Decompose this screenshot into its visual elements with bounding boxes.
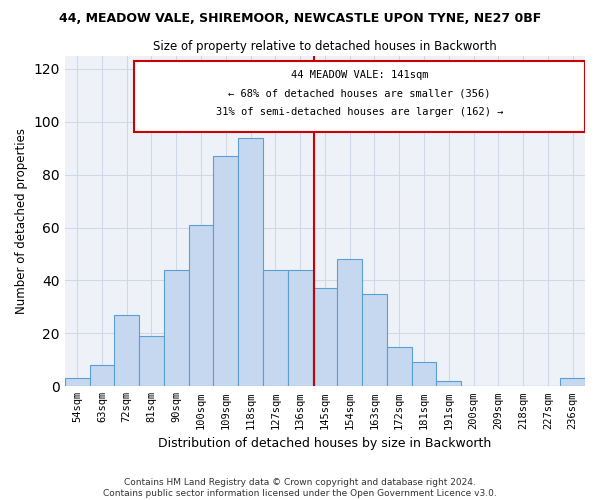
Bar (115, 315, 139, 386)
Text: 44, MEADOW VALE, SHIREMOOR, NEWCASTLE UPON TYNE, NE27 0BF: 44, MEADOW VALE, SHIREMOOR, NEWCASTLE UP… (59, 12, 541, 26)
Bar (188, 225, 214, 386)
Title: Size of property relative to detached houses in Backworth: Size of property relative to detached ho… (153, 40, 497, 53)
Text: 44 MEADOW VALE: 141sqm: 44 MEADOW VALE: 141sqm (291, 70, 428, 80)
Y-axis label: Number of detached properties: Number of detached properties (15, 128, 28, 314)
Bar (65, 378, 89, 386)
Bar (436, 381, 461, 386)
Text: Contains HM Land Registry data © Crown copyright and database right 2024.
Contai: Contains HM Land Registry data © Crown c… (103, 478, 497, 498)
Bar (412, 362, 436, 386)
Bar (288, 270, 313, 386)
Bar (238, 138, 263, 386)
X-axis label: Distribution of detached houses by size in Backworth: Distribution of detached houses by size … (158, 437, 491, 450)
Bar (560, 378, 585, 386)
Bar (214, 156, 238, 386)
Bar (263, 270, 288, 386)
Bar (139, 336, 164, 386)
Bar (337, 260, 362, 386)
Bar (387, 346, 412, 387)
Text: ← 68% of detached houses are smaller (356): ← 68% of detached houses are smaller (35… (229, 88, 491, 99)
Bar (134, 61, 585, 132)
Bar (313, 288, 337, 386)
Text: 31% of semi-detached houses are larger (162) →: 31% of semi-detached houses are larger (… (216, 107, 503, 117)
Bar (164, 270, 188, 386)
Bar (362, 294, 387, 386)
Bar (89, 365, 115, 386)
